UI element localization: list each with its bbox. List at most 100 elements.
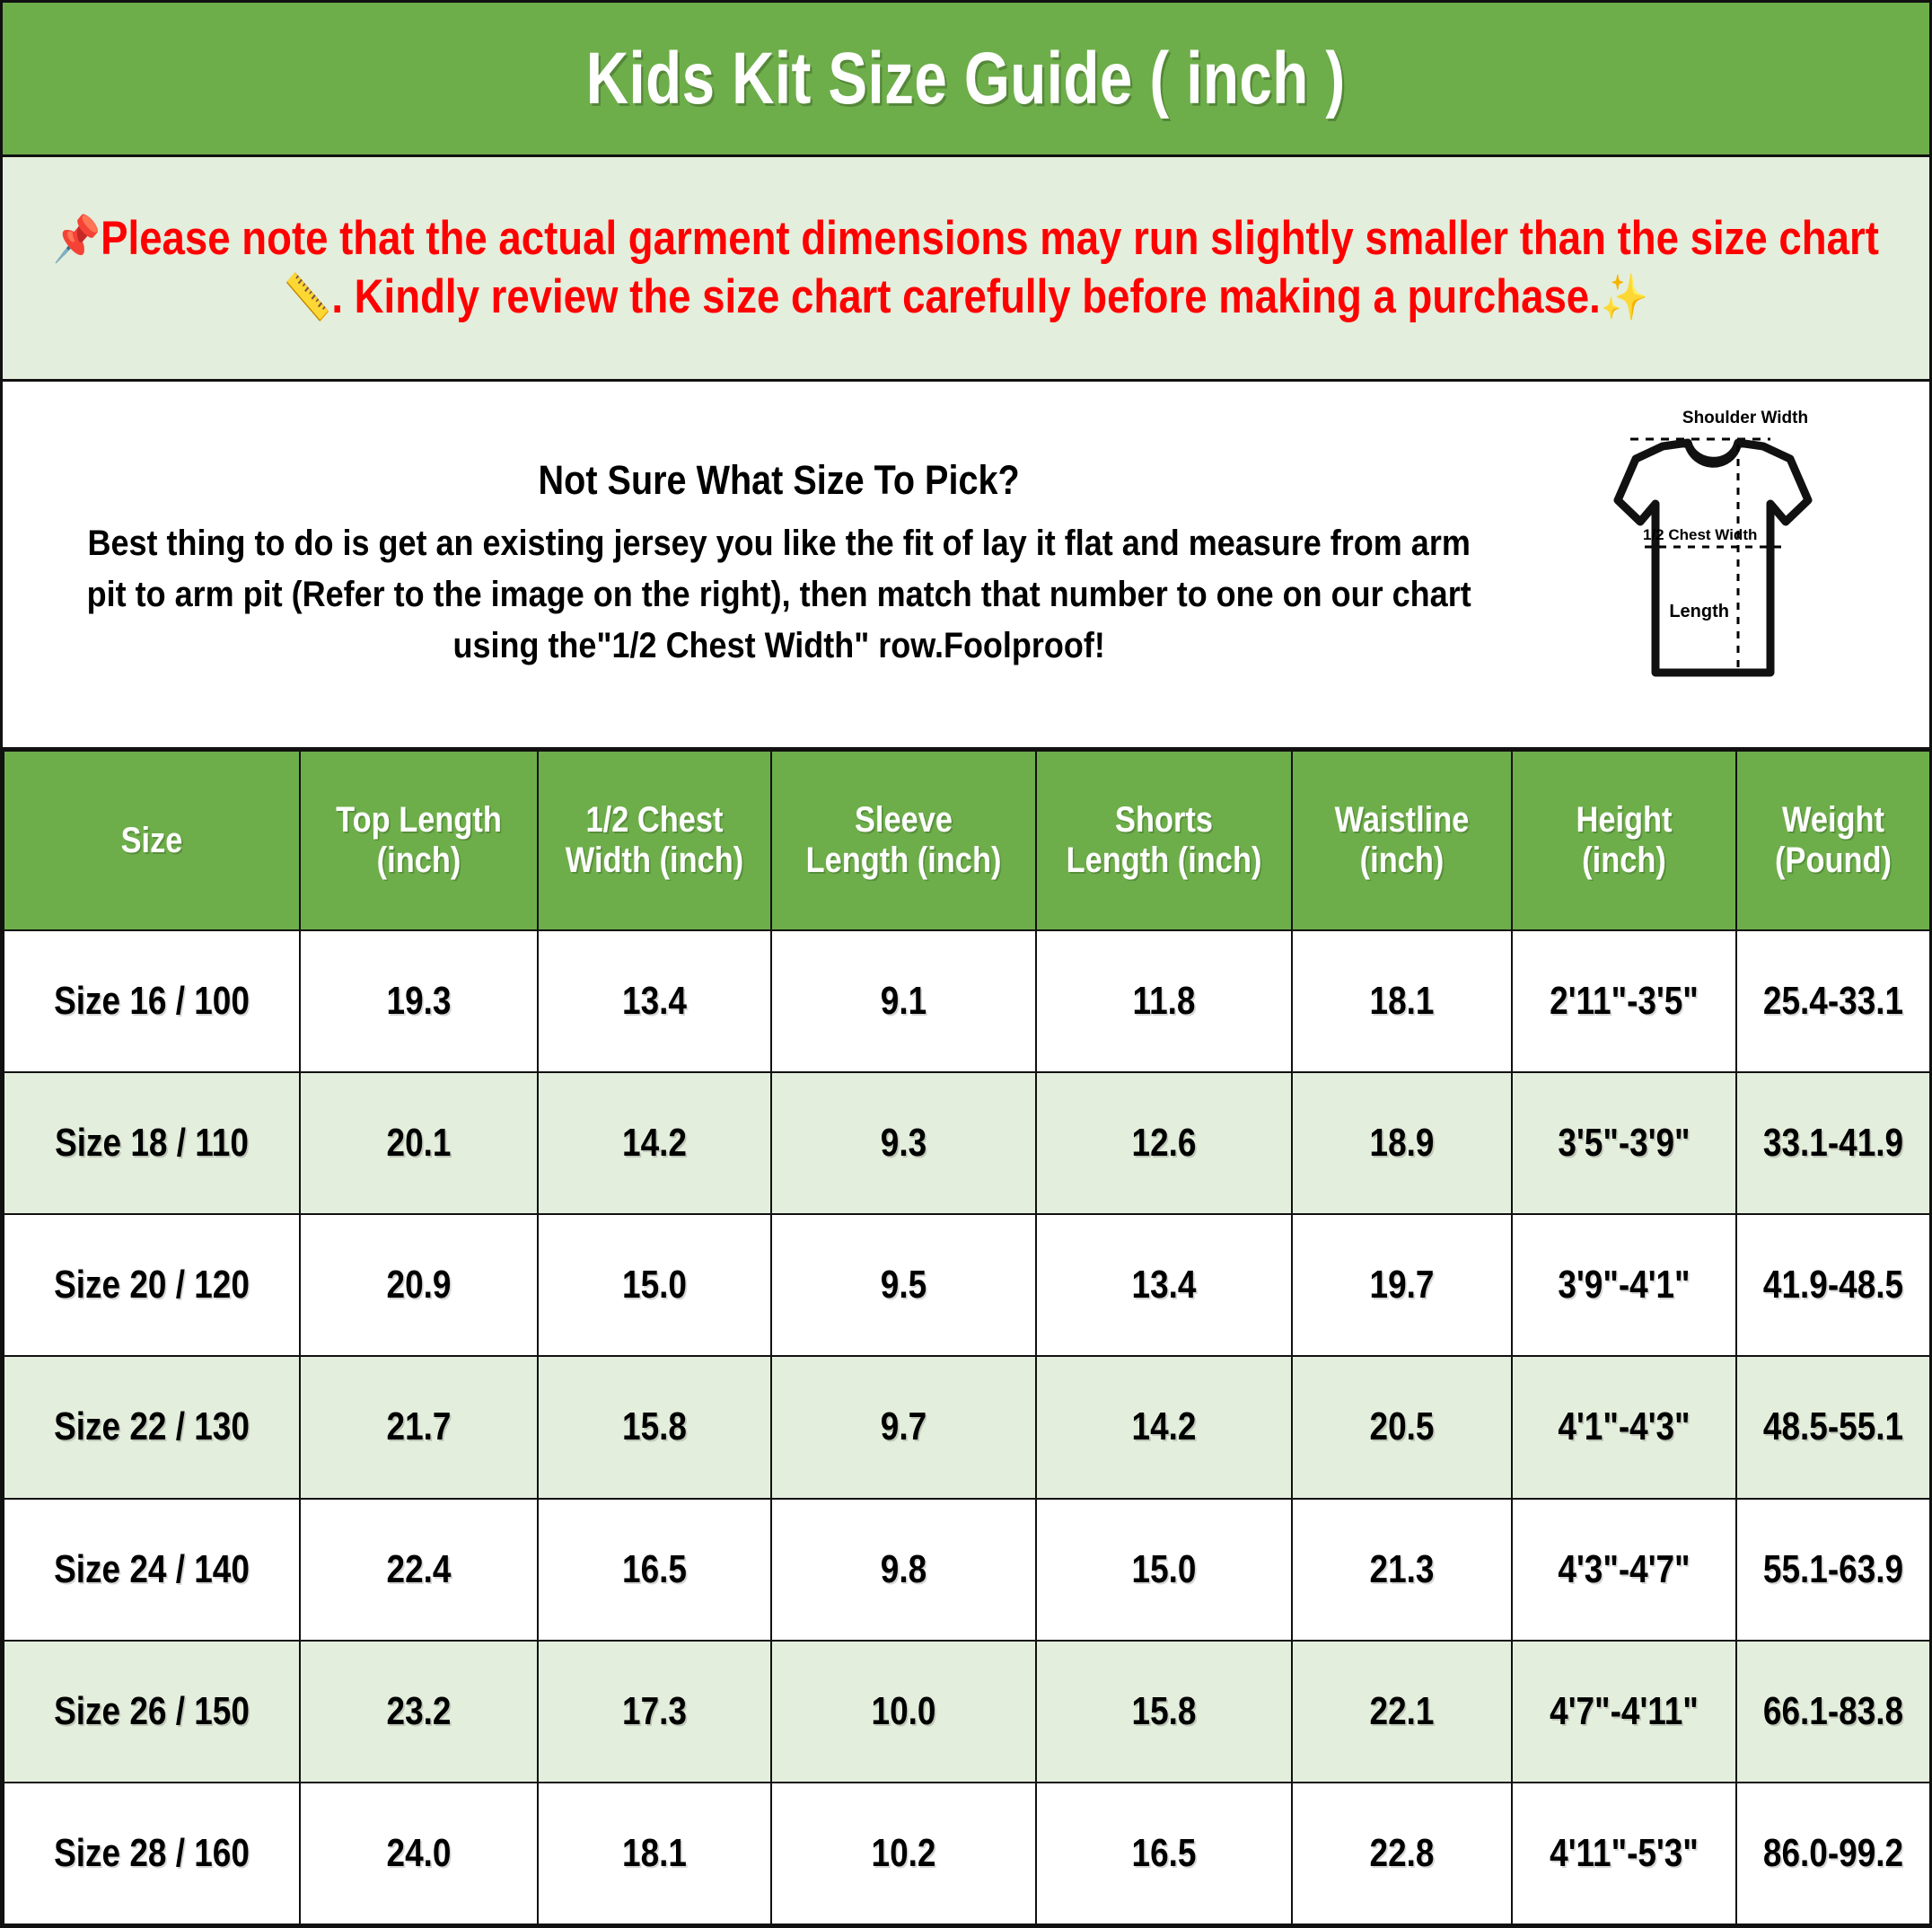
cell-waistline: 20.5	[1291, 1355, 1513, 1500]
cell-sleeve-length: 9.7	[770, 1355, 1037, 1500]
cell-waistline: 22.8	[1291, 1781, 1513, 1925]
cell-weight: 25.4-33.1	[1735, 929, 1929, 1074]
cell-height: 2'11"-3'5"	[1511, 929, 1737, 1074]
col-header-shorts-length: Shorts Length (inch)	[1035, 750, 1293, 931]
col-header-half-chest-width-l1: 1/2 Chest	[585, 800, 724, 841]
cell-height: 4'1"-4'3"	[1511, 1355, 1737, 1500]
cell-sleeve-length-text: 9.8	[880, 1546, 927, 1591]
cell-half-chest-width: 16.5	[537, 1497, 772, 1642]
cell-half-chest-width-text: 13.4	[622, 979, 687, 1024]
col-header-top-length-l2: (inch)	[376, 841, 461, 880]
cell-top-length-text: 20.9	[386, 1263, 452, 1307]
cell-size: Size 18 / 110	[3, 1071, 301, 1216]
col-header-top-length: Top Length (inch)	[299, 750, 539, 931]
col-header-height-l1: Height	[1576, 800, 1673, 841]
info-body: Best thing to do is get an existing jers…	[87, 518, 1471, 671]
cell-waistline-text: 19.7	[1369, 1263, 1435, 1307]
cell-top-length-text: 22.4	[386, 1546, 452, 1591]
cell-half-chest-width-text: 15.0	[622, 1263, 687, 1307]
cell-half-chest-width: 17.3	[537, 1639, 772, 1783]
cell-weight-text: 33.1-41.9	[1762, 1121, 1904, 1166]
tshirt-collar	[1683, 441, 1743, 468]
cell-shorts-length: 12.6	[1035, 1071, 1293, 1216]
cell-height: 4'3"-4'7"	[1511, 1497, 1737, 1642]
cell-height-text: 3'5"-3'9"	[1558, 1121, 1690, 1166]
tshirt-measurement-icon: Shoulder Width 1/2 Chest Width Length	[1613, 409, 1813, 676]
cell-sleeve-length-text: 9.5	[880, 1263, 927, 1307]
cell-half-chest-width-text: 14.2	[622, 1121, 687, 1166]
cell-height: 3'9"-4'1"	[1511, 1213, 1737, 1358]
info-section: Not Sure What Size To Pick? Best thing t…	[3, 382, 1929, 750]
cell-waistline-text: 18.1	[1369, 979, 1435, 1024]
cell-weight: 86.0-99.2	[1735, 1781, 1929, 1925]
cell-half-chest-width-text: 17.3	[622, 1688, 687, 1733]
cell-shorts-length: 16.5	[1035, 1781, 1293, 1925]
cell-sleeve-length: 9.3	[770, 1071, 1037, 1216]
notice-line-2: 📏. Kindly review the size chart carefull…	[284, 269, 1649, 327]
cell-waistline-text: 22.1	[1369, 1688, 1435, 1733]
page-title: Kids Kit Size Guide ( inch )	[586, 37, 1346, 119]
cell-size: Size 16 / 100	[3, 929, 301, 1074]
info-body-line-2: pit to arm pit (Refer to the image on th…	[86, 575, 1471, 615]
sparkles-icon: ✨	[1600, 271, 1649, 322]
cell-shorts-length-text: 15.8	[1131, 1688, 1197, 1733]
table-row: Size 24 / 140 22.4 16.5 9.8 15.0 21.3 4'…	[3, 1497, 1929, 1642]
cell-height-text: 3'9"-4'1"	[1558, 1263, 1690, 1307]
cell-weight-text: 48.5-55.1	[1762, 1404, 1904, 1449]
info-heading: Not Sure What Size To Pick?	[538, 457, 1020, 504]
cell-waistline: 21.3	[1291, 1497, 1513, 1642]
table-header-row: Size Top Length (inch) 1/2 Chest Width (…	[3, 750, 1929, 931]
col-header-top-length-l1: Top Length	[336, 800, 502, 841]
cell-shorts-length: 15.0	[1035, 1497, 1293, 1642]
cell-top-length: 20.9	[299, 1213, 539, 1358]
col-header-size-l1: Size	[120, 820, 183, 860]
cell-size: Size 20 / 120	[3, 1213, 301, 1358]
col-header-waistline-l2: (inch)	[1359, 841, 1445, 880]
cell-half-chest-width-text: 15.8	[622, 1404, 687, 1449]
cell-size-text: Size 20 / 120	[54, 1263, 250, 1307]
cell-top-length-text: 21.7	[386, 1404, 452, 1449]
cell-half-chest-width-text: 18.1	[622, 1830, 687, 1875]
cell-weight-text: 41.9-48.5	[1762, 1263, 1904, 1307]
col-header-size: Size	[3, 750, 301, 931]
cell-weight: 33.1-41.9	[1735, 1071, 1929, 1216]
cell-height-text: 4'7"-4'11"	[1550, 1688, 1699, 1733]
table-row: Size 16 / 100 19.3 13.4 9.1 11.8 18.1 2'…	[3, 929, 1929, 1074]
cell-waistline-text: 22.8	[1369, 1830, 1435, 1875]
tshirt-diagram: Shoulder Width 1/2 Chest Width Length	[1560, 382, 1929, 747]
cell-shorts-length-text: 16.5	[1131, 1830, 1197, 1875]
notice-banner: 📌Please note that the actual garment dim…	[3, 157, 1929, 382]
table-row: Size 26 / 150 23.2 17.3 10.0 15.8 22.1 4…	[3, 1639, 1929, 1783]
cell-size-text: Size 24 / 140	[54, 1546, 250, 1591]
cell-weight-text: 25.4-33.1	[1762, 979, 1904, 1024]
cell-shorts-length: 15.8	[1035, 1639, 1293, 1783]
cell-waistline-text: 21.3	[1369, 1546, 1435, 1591]
cell-top-length-text: 20.1	[386, 1121, 452, 1166]
table-row: Size 22 / 130 21.7 15.8 9.7 14.2 20.5 4'…	[3, 1355, 1929, 1500]
label-shoulder-width: Shoulder Width	[1682, 409, 1808, 427]
col-header-weight-l2: (Pound)	[1775, 841, 1892, 880]
cell-weight-text: 55.1-63.9	[1762, 1546, 1904, 1591]
cell-size-text: Size 26 / 150	[54, 1688, 250, 1733]
col-header-waistline-l1: Waistline	[1334, 800, 1470, 841]
table-row: Size 28 / 160 24.0 18.1 10.2 16.5 22.8 4…	[3, 1781, 1929, 1925]
cell-half-chest-width-text: 16.5	[622, 1546, 687, 1591]
cell-size: Size 28 / 160	[3, 1781, 301, 1925]
col-header-half-chest-width-l2: Width (inch)	[565, 841, 744, 880]
cell-sleeve-length-text: 9.1	[880, 979, 927, 1024]
cell-size-text: Size 16 / 100	[54, 979, 250, 1024]
col-header-height-l2: (inch)	[1582, 841, 1666, 880]
col-header-shorts-length-l1: Shorts	[1115, 800, 1213, 841]
info-text-block: Not Sure What Size To Pick? Best thing t…	[3, 382, 1560, 747]
cell-size: Size 26 / 150	[3, 1639, 301, 1783]
cell-top-length-text: 24.0	[386, 1830, 452, 1875]
cell-top-length: 19.3	[299, 929, 539, 1074]
table-row: Size 20 / 120 20.9 15.0 9.5 13.4 19.7 3'…	[3, 1213, 1929, 1358]
cell-waistline: 18.9	[1291, 1071, 1513, 1216]
title-banner: Kids Kit Size Guide ( inch )	[3, 3, 1929, 157]
cell-half-chest-width: 14.2	[537, 1071, 772, 1216]
cell-top-length: 22.4	[299, 1497, 539, 1642]
cell-half-chest-width: 18.1	[537, 1781, 772, 1925]
cell-waistline-text: 18.9	[1369, 1121, 1435, 1166]
